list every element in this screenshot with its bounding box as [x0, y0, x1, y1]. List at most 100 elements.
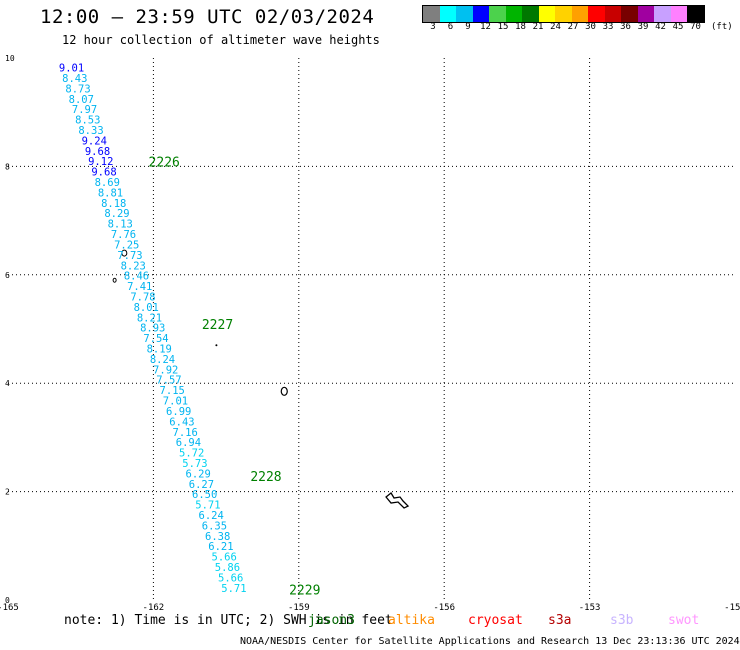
x-tick-label: -150: [724, 603, 740, 613]
wave-height-label: 9.68: [91, 167, 116, 179]
legend-unit-label: (ft): [711, 22, 733, 32]
wave-height-label: 8.23: [121, 260, 146, 272]
map-title: 12:00 – 23:59 UTC 02/03/2024: [40, 6, 375, 28]
satellite-name-jason3: jason3: [308, 613, 355, 628]
y-tick-label: 10: [5, 54, 15, 63]
wave-height-label: 7.01: [163, 396, 188, 408]
wave-height-label: 8.07: [69, 94, 94, 106]
footer-credit: NOAA/NESDIS Center for Satellite Applica…: [240, 636, 740, 647]
y-tick-label: 2: [5, 488, 10, 497]
legend-tick-label: 15: [497, 22, 509, 32]
wave-height-label: 7.76: [111, 229, 136, 241]
wave-height-label: 6.50: [192, 489, 217, 501]
wave-height-label: 5.86: [215, 562, 240, 574]
legend-swatch: [489, 6, 506, 22]
satellite-name-s3a: s3a: [548, 613, 572, 628]
legend-tick-label: 30: [585, 22, 596, 32]
satellite-name-s3b: s3b: [610, 613, 634, 628]
legend-swatch: [439, 6, 456, 22]
island-shape: [112, 277, 117, 283]
wave-height-label: 5.72: [179, 448, 204, 460]
legend-swatch: [456, 6, 473, 22]
wave-height-label: 5.66: [218, 572, 243, 584]
wave-height-label: 8.53: [75, 115, 100, 127]
wave-height-label: 7.57: [156, 375, 181, 387]
legend-tick-label: 6: [447, 22, 454, 32]
legend-swatch: [654, 6, 671, 22]
wave-height-label: 6.99: [166, 406, 191, 418]
wave-height-label: 7.25: [114, 239, 139, 251]
legend-swatch: [472, 6, 489, 22]
wave-height-label: 7.78: [130, 291, 155, 303]
wave-height-label: 8.01: [134, 302, 159, 314]
pass-number-label: 2227: [202, 318, 233, 333]
y-tick-label: 8: [5, 162, 10, 171]
wave-height-label: 7.41: [127, 281, 152, 293]
wave-height-label: 6.43: [169, 416, 194, 428]
legend-swatch: [687, 6, 704, 22]
wave-height-label: 8.33: [78, 125, 103, 137]
wave-height-label: 6.27: [189, 479, 214, 491]
wave-height-label: 8.93: [140, 323, 165, 335]
wave-height-label: 6.29: [186, 468, 211, 480]
x-tick-label: -156: [433, 603, 455, 613]
legend-tick-label: 12: [480, 22, 491, 32]
legend-tick-label: 18: [515, 22, 526, 32]
x-tick-label: -153: [579, 603, 601, 613]
color-scale-legend: [422, 5, 705, 23]
legend-swatch: [621, 6, 638, 22]
legend-tick-label: 39: [637, 22, 649, 32]
wave-height-label: 5.66: [212, 552, 237, 564]
map-subtitle: 12 hour collection of altimeter wave hei…: [62, 33, 380, 47]
wave-height-label: 6.94: [176, 437, 201, 449]
x-tick-label: -165: [0, 603, 19, 613]
wave-height-label: 8.43: [62, 73, 87, 85]
legend-tick-label: 70: [690, 22, 701, 32]
legend-swatch: [522, 6, 539, 22]
wave-height-label: 9.68: [85, 146, 110, 158]
wave-height-label: 8.46: [124, 271, 149, 283]
wave-height-label: 6.38: [205, 531, 230, 543]
x-tick-label: -162: [143, 603, 165, 613]
wave-height-label: 7.97: [72, 104, 97, 116]
wave-height-label: 8.13: [108, 219, 133, 231]
wave-height-label: 8.29: [104, 208, 129, 220]
legend-tick-label: 45: [672, 22, 684, 32]
legend-swatch: [505, 6, 522, 22]
legend-tick-label: 27: [567, 22, 579, 32]
y-tick-label: 6: [5, 271, 10, 280]
legend-tick-label: 3: [430, 22, 436, 32]
satellite-name-swot: swot: [668, 613, 700, 628]
wave-height-label: 8.21: [137, 312, 162, 324]
pass-number-label: 2226: [149, 155, 180, 170]
legend-swatch: [538, 6, 555, 22]
wave-height-label: 8.24: [150, 354, 175, 366]
legend-tick-label: 9: [465, 22, 471, 32]
legend-swatch: [637, 6, 654, 22]
wave-height-label: 7.73: [117, 250, 142, 262]
legend-swatch: [588, 6, 605, 22]
legend-swatch: [604, 6, 621, 22]
y-tick-label: 4: [5, 379, 10, 388]
legend-tick-label: 36: [620, 22, 631, 32]
wave-height-label: 7.15: [160, 385, 185, 397]
wave-height-label: 5.71: [195, 500, 220, 512]
wave-height-label: 5.71: [221, 583, 246, 595]
legend-tick-label: 24: [550, 22, 561, 32]
x-tick-label: -159: [288, 603, 310, 613]
legend-tick-label: 33: [602, 22, 614, 32]
wave-height-label: 8.81: [98, 187, 123, 199]
wave-height-label: 7.54: [143, 333, 168, 345]
wave-height-label: 8.73: [65, 83, 90, 95]
note-text: note: 1) Time is in UTC; 2) SWH is in fe…: [64, 613, 393, 628]
wave-height-label: 7.16: [173, 427, 198, 439]
wave-height-label: 5.73: [182, 458, 207, 470]
wave-height-label: 6.21: [208, 541, 233, 553]
legend-tick-label: 21: [532, 22, 544, 32]
island-shape: [215, 344, 218, 347]
wave-height-label: 7.92: [153, 364, 178, 376]
legend-swatch: [555, 6, 572, 22]
wave-height-label: 8.19: [147, 344, 172, 356]
wave-height-label: 9.12: [88, 156, 113, 168]
